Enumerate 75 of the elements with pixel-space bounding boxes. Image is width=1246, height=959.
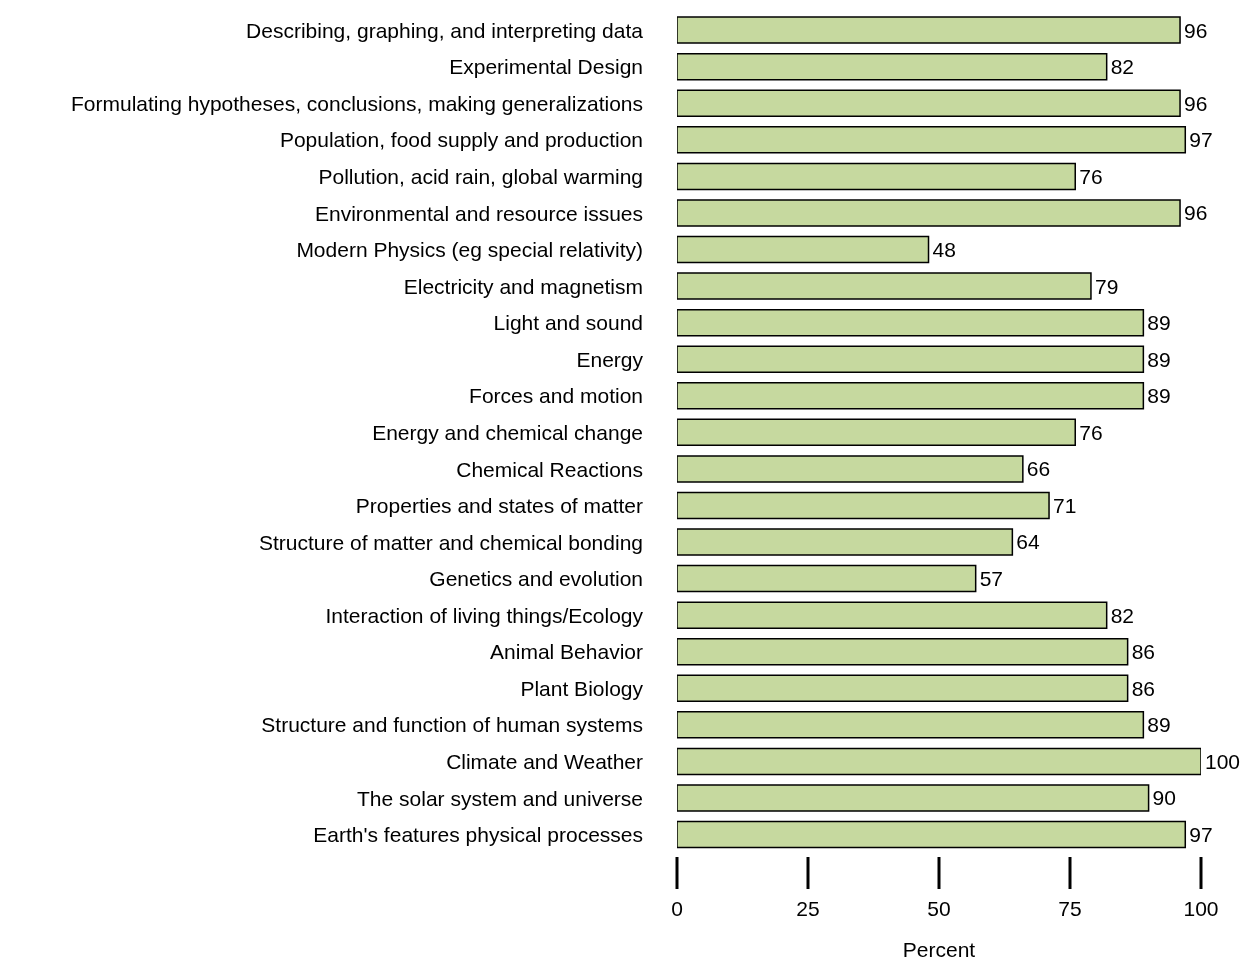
- bar: [677, 89, 1181, 117]
- data-label: 79: [1094, 274, 1119, 298]
- data-label: 97: [1189, 823, 1213, 847]
- y-tick-label: Genetics and evolution: [429, 567, 643, 591]
- y-tick-label: Forces and motion: [469, 384, 643, 408]
- y-tick-label: Climate and Weather: [446, 750, 644, 774]
- data-label: 90: [1152, 786, 1176, 810]
- data-label: 82: [1110, 603, 1135, 627]
- data-label: 76: [1079, 420, 1103, 444]
- data-label: 89: [1147, 713, 1171, 737]
- bar: [677, 308, 1145, 337]
- data-label: 97: [1189, 128, 1213, 152]
- y-tick-label: Population, food supply and production: [279, 128, 643, 152]
- y-tick-label: Formulating hypotheses, conclusions, making generalizations: [71, 91, 643, 115]
- x-axis-title: Percent: [902, 938, 976, 959]
- data-label: 89: [1147, 347, 1171, 371]
- data-label: 96: [1184, 201, 1208, 225]
- bar: [677, 162, 1076, 191]
- y-tick-label: Plant Biology: [520, 676, 644, 700]
- y-tick-label: Earth's features physical processes: [313, 823, 643, 847]
- bar: [677, 235, 930, 264]
- y-tick-label: Structure of matter and chemical bonding: [258, 530, 643, 554]
- bar: [677, 126, 1187, 154]
- bar: [677, 345, 1145, 373]
- bar: [677, 564, 977, 593]
- y-tick-label: Structure and function of human systems: [261, 713, 643, 737]
- y-tick-label: Energy and chemical change: [372, 420, 643, 444]
- y-tick-label: Light and sound: [493, 311, 643, 335]
- y-tick-label: Experimental Design: [449, 55, 643, 79]
- data-label: 96: [1184, 91, 1208, 115]
- data-label: 89: [1147, 311, 1171, 335]
- x-tick-label: 100: [1183, 897, 1219, 920]
- y-tick-label: Electricity and magnetism: [403, 274, 643, 298]
- y-tick-label: The solar system and universe: [357, 786, 643, 810]
- data-label: 100: [1205, 749, 1241, 773]
- bar: [677, 16, 1181, 44]
- y-tick-label: Interaction of living things/Ecology: [325, 603, 644, 627]
- data-label: 86: [1131, 640, 1155, 664]
- data-label: 89: [1147, 384, 1171, 408]
- data-label: 82: [1110, 55, 1135, 79]
- bar: [677, 418, 1076, 447]
- data-label: 96: [1184, 18, 1208, 42]
- x-tick-label: 0: [671, 897, 683, 920]
- bar: [677, 455, 1024, 483]
- bar: [677, 820, 1187, 849]
- bar: [677, 199, 1181, 227]
- bar: [677, 272, 1092, 300]
- bar: [677, 52, 1108, 81]
- y-tick-label: Describing, graphing, and interpreting data: [246, 18, 644, 42]
- x-tick-label: 50: [927, 897, 951, 920]
- y-tick-label: Animal Behavior: [490, 640, 644, 664]
- x-tick-label: 75: [1058, 897, 1082, 920]
- bar: [677, 674, 1129, 703]
- data-label: 64: [1016, 530, 1041, 554]
- y-tick-label: Chemical Reactions: [456, 457, 643, 481]
- y-tick-label: Properties and states of matter: [355, 494, 644, 518]
- data-label: 86: [1131, 676, 1155, 700]
- y-tick-label: Pollution, acid rain, global warming: [318, 165, 643, 188]
- bar: [677, 711, 1145, 739]
- bar: [677, 382, 1145, 410]
- bar: [677, 491, 1050, 520]
- bar: [677, 747, 1201, 776]
- data-label: 57: [979, 567, 1004, 591]
- bar: [677, 784, 1150, 812]
- bar: [677, 601, 1108, 629]
- y-tick-label: Modern Physics (eg special relativity): [296, 238, 643, 262]
- x-tick-label: 25: [796, 897, 820, 920]
- data-label: 76: [1079, 164, 1103, 188]
- data-label: 48: [932, 237, 956, 261]
- y-tick-label: Energy: [576, 347, 644, 371]
- data-label: 71: [1053, 493, 1077, 517]
- bar: [677, 637, 1129, 666]
- bar: [677, 528, 1014, 556]
- y-tick-label: Environmental and resource issues: [314, 201, 643, 225]
- data-label: 66: [1026, 457, 1051, 481]
